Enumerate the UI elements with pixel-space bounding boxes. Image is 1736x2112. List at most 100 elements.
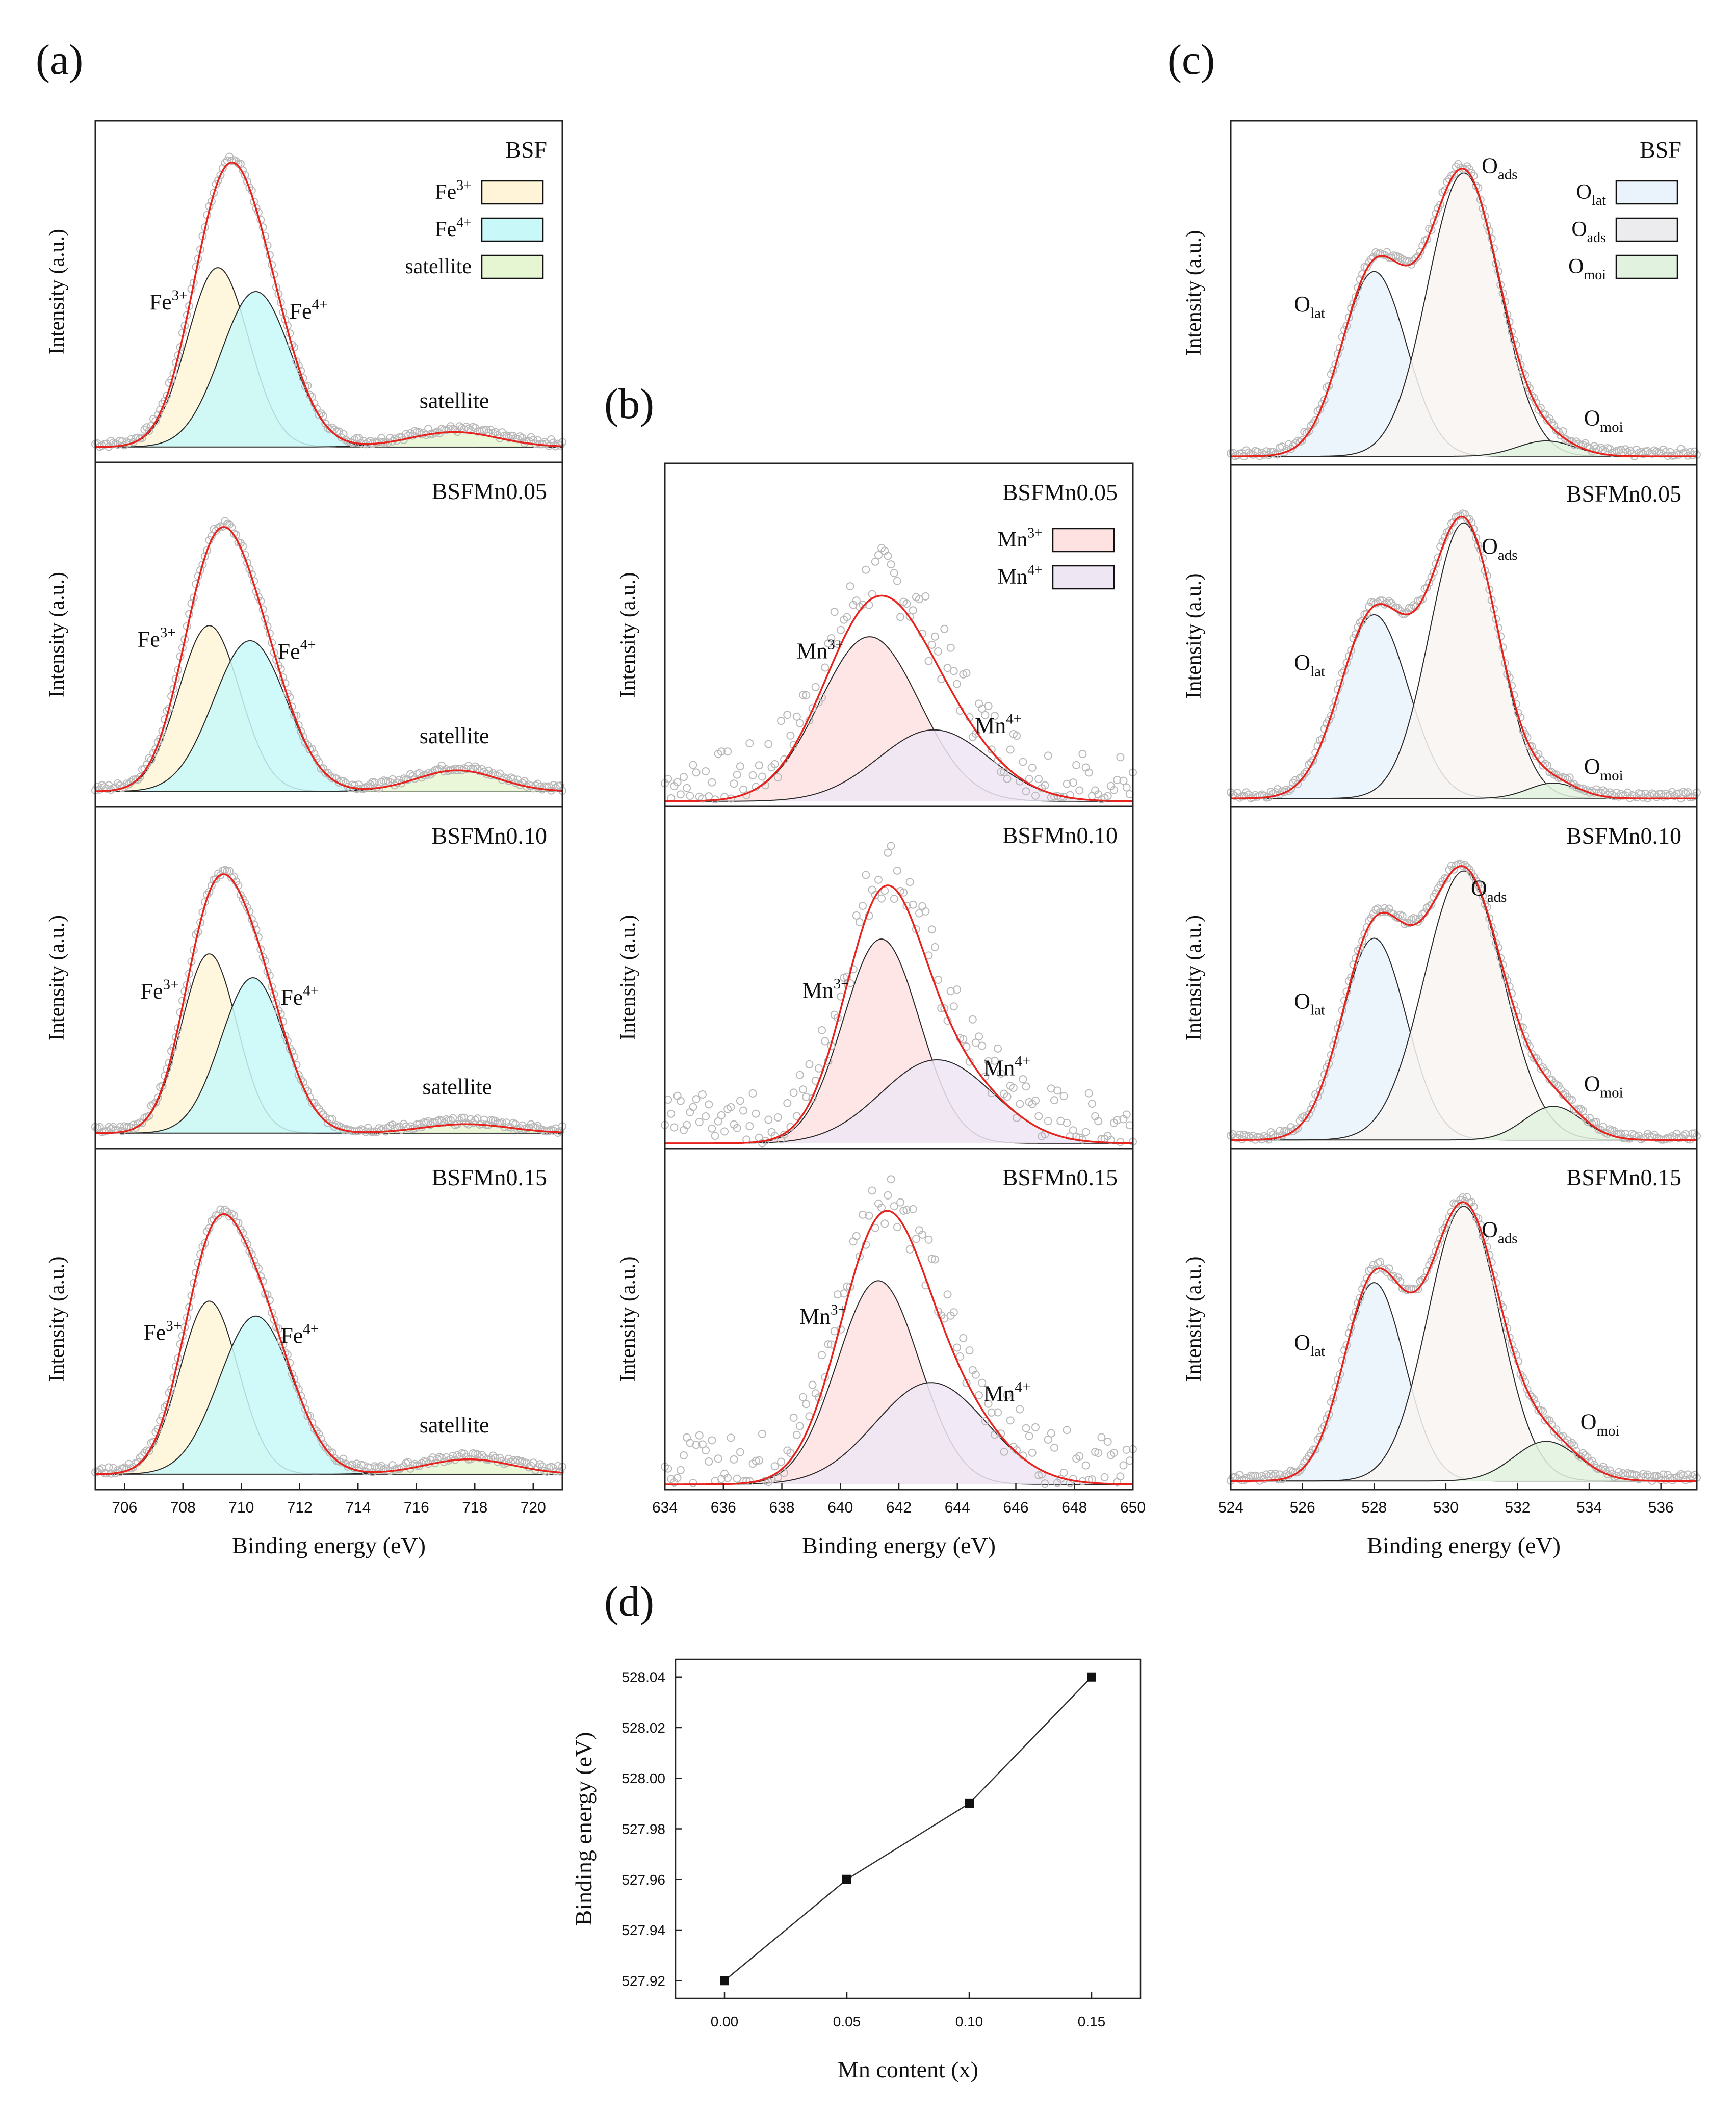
data-point bbox=[1009, 1084, 1018, 1092]
peak-annotation-base: Fe bbox=[280, 1323, 303, 1348]
peak-annotation-base: O bbox=[1584, 1071, 1600, 1096]
data-point bbox=[792, 1430, 801, 1439]
data-point bbox=[1523, 1385, 1532, 1394]
peak-annotation-base: satellite bbox=[422, 1075, 492, 1100]
data-point bbox=[1659, 1470, 1668, 1479]
data-point bbox=[887, 842, 895, 850]
data-point bbox=[818, 1026, 826, 1034]
component-fill-olat bbox=[1231, 938, 1697, 1140]
data-point bbox=[1380, 1265, 1389, 1274]
data-point bbox=[1271, 1470, 1280, 1478]
data-point bbox=[1385, 1264, 1393, 1273]
sample-label: BSFMn0.10 bbox=[1002, 822, 1118, 848]
data-point bbox=[934, 647, 942, 656]
data-point bbox=[852, 1232, 861, 1240]
peak-annotation: Olat bbox=[1294, 292, 1325, 321]
data-point bbox=[909, 1205, 917, 1213]
x-tick-label: 718 bbox=[462, 1499, 487, 1516]
data-point bbox=[1525, 742, 1534, 750]
data-point bbox=[1291, 776, 1300, 785]
data-point bbox=[551, 784, 560, 792]
x-tick-label: 636 bbox=[711, 1499, 736, 1516]
data-point bbox=[683, 1120, 691, 1129]
data-point bbox=[471, 762, 480, 771]
data-point bbox=[780, 1469, 789, 1477]
data-point bbox=[1581, 1451, 1590, 1459]
component-fill-oads bbox=[1231, 1206, 1697, 1481]
data-point bbox=[884, 848, 892, 857]
data-point bbox=[909, 900, 917, 909]
peak-annotation-subscript: lat bbox=[1310, 1343, 1325, 1360]
data-point bbox=[227, 1209, 236, 1218]
data-point bbox=[1305, 1110, 1313, 1119]
peak-annotation-superscript: 4+ bbox=[1015, 1379, 1030, 1395]
data-point bbox=[890, 895, 898, 903]
peak-annotation: Fe3+ bbox=[143, 1318, 182, 1345]
component-fill-fe4plus bbox=[95, 978, 562, 1133]
x-axis-a: 706 708 710 712 714 716 718 720 Binding energy (… bbox=[112, 1483, 546, 1558]
data-point bbox=[1110, 786, 1118, 794]
data-point bbox=[1445, 527, 1454, 535]
data-point bbox=[1514, 353, 1523, 362]
data-point bbox=[714, 1454, 722, 1463]
y-tick-label: 528.02 bbox=[621, 1720, 665, 1736]
data-point bbox=[981, 711, 990, 719]
component-fill-satellite bbox=[95, 432, 562, 447]
x-tick-label: 536 bbox=[1648, 1499, 1674, 1516]
data-point bbox=[1019, 1075, 1027, 1083]
data-point bbox=[1576, 1105, 1585, 1113]
data-point bbox=[1690, 1129, 1699, 1138]
peak-annotation: Mn4+ bbox=[975, 711, 1022, 738]
data-point bbox=[1527, 392, 1536, 400]
data-point bbox=[859, 902, 867, 910]
data-point bbox=[990, 712, 999, 720]
peak-annotation-subscript: moi bbox=[1596, 1423, 1619, 1439]
data-point bbox=[994, 1044, 1002, 1053]
peak-annotation-base: Fe bbox=[280, 985, 303, 1010]
data-point bbox=[1116, 753, 1125, 762]
x-axis-label: Binding energy (eV) bbox=[802, 1532, 996, 1558]
data-point bbox=[1298, 436, 1306, 445]
data-point bbox=[1293, 1468, 1302, 1476]
data-point bbox=[814, 1064, 823, 1073]
data-point bbox=[987, 745, 996, 754]
data-point bbox=[978, 1041, 987, 1050]
data-point bbox=[902, 599, 911, 608]
x-tick-label: 0.05 bbox=[833, 2014, 861, 2029]
peak-annotation-base: O bbox=[1294, 650, 1310, 675]
data-point bbox=[1302, 767, 1311, 776]
data-point bbox=[1383, 248, 1391, 256]
sample-label: BSFMn0.15 bbox=[1002, 1164, 1118, 1190]
component-fill-omoi bbox=[1231, 1441, 1697, 1481]
data-point bbox=[680, 773, 688, 781]
data-point bbox=[742, 1477, 751, 1485]
data-point bbox=[1063, 779, 1071, 788]
data-point bbox=[802, 691, 811, 699]
data-point bbox=[1427, 226, 1436, 234]
peak-annotation-base: O bbox=[1584, 406, 1600, 431]
x-tick-label: 706 bbox=[112, 1499, 137, 1516]
data-point bbox=[962, 669, 971, 677]
data-point bbox=[1044, 751, 1052, 760]
component-fill-mn3plus bbox=[665, 939, 1133, 1143]
x-tick-label: 524 bbox=[1218, 1499, 1243, 1516]
data-point bbox=[1449, 518, 1458, 527]
data-point bbox=[930, 632, 939, 641]
data-point bbox=[1266, 1128, 1275, 1136]
data-point bbox=[827, 634, 836, 642]
x-axis-b: 634 636 638 640 642 644 646 648 650 Binding energ… bbox=[652, 1483, 1146, 1558]
data-point bbox=[554, 1462, 562, 1470]
data-point bbox=[1445, 1213, 1454, 1221]
legend-swatch bbox=[481, 217, 544, 242]
data-point bbox=[1650, 1472, 1659, 1480]
data-point bbox=[802, 1400, 811, 1409]
data-point bbox=[1309, 756, 1317, 765]
data-point bbox=[1006, 745, 1015, 754]
data-point bbox=[153, 1093, 162, 1102]
x-axis-label: Binding energy (eV) bbox=[232, 1532, 426, 1558]
